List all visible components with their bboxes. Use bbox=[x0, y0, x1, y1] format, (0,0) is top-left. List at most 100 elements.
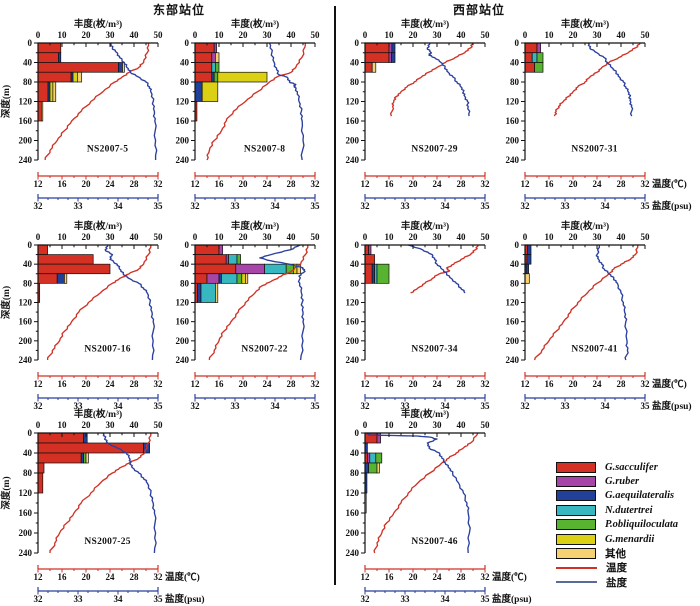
svg-text:28: 28 bbox=[130, 572, 140, 582]
svg-text:160: 160 bbox=[19, 508, 33, 518]
svg-text:10: 10 bbox=[58, 420, 68, 430]
svg-text:20: 20 bbox=[82, 379, 92, 389]
svg-text:240: 240 bbox=[346, 355, 360, 365]
bar-segment bbox=[531, 52, 538, 63]
svg-text:0: 0 bbox=[36, 420, 41, 430]
temperature-curve bbox=[533, 244, 639, 361]
svg-text:34: 34 bbox=[441, 401, 451, 411]
svg-text:34: 34 bbox=[114, 401, 124, 411]
bar-segment bbox=[83, 432, 88, 444]
bar-segment bbox=[52, 81, 57, 102]
svg-text:30: 30 bbox=[106, 420, 116, 430]
svg-text:200: 200 bbox=[346, 136, 360, 146]
svg-text:120: 120 bbox=[506, 97, 520, 107]
svg-text:120: 120 bbox=[346, 97, 360, 107]
svg-text:深度(m): 深度(m) bbox=[0, 286, 12, 319]
bar-segment bbox=[376, 432, 381, 444]
bar-segment bbox=[371, 62, 377, 73]
svg-text:24: 24 bbox=[593, 379, 603, 389]
svg-text:10: 10 bbox=[58, 232, 68, 242]
salinity-curve bbox=[259, 244, 306, 361]
abundance-bars bbox=[364, 42, 396, 73]
svg-text:12: 12 bbox=[521, 379, 531, 389]
svg-text:0: 0 bbox=[515, 240, 520, 250]
bar-segment bbox=[215, 52, 220, 63]
salinity-axis: 32 33 34 35 bbox=[361, 194, 491, 211]
bar-segment bbox=[194, 254, 227, 265]
svg-text:40: 40 bbox=[23, 259, 33, 269]
bar-segment bbox=[217, 71, 268, 83]
svg-text:28: 28 bbox=[617, 379, 627, 389]
bar-segment bbox=[41, 101, 44, 122]
depth-axis: 0 40 80 120 160 200 240 深度(m) bbox=[0, 240, 39, 365]
svg-text:28: 28 bbox=[457, 179, 467, 189]
svg-text:33: 33 bbox=[401, 401, 411, 411]
svg-text:200: 200 bbox=[346, 336, 360, 346]
legend-label: N.dutertrei bbox=[605, 504, 653, 516]
bar-segment bbox=[236, 254, 241, 265]
sal-axis-label: 盐度(psu) bbox=[652, 200, 692, 212]
bar-segment bbox=[194, 62, 213, 73]
svg-text:80: 80 bbox=[23, 278, 33, 288]
svg-text:32: 32 bbox=[311, 379, 321, 389]
legend: G.sacculifer G.ruber G.aequilateralis N.dut… bbox=[556, 460, 678, 590]
svg-text:40: 40 bbox=[510, 58, 520, 68]
svg-text:32: 32 bbox=[361, 401, 371, 411]
temperature-curve bbox=[410, 245, 479, 294]
panel-NS2007-41: 0 10 20 30 40 50 丰度(枚/m³) 0 40 80 120 160 200 240 NS20… bbox=[506, 220, 692, 412]
svg-text:120: 120 bbox=[176, 298, 190, 308]
bar-segment bbox=[72, 71, 78, 83]
svg-text:80: 80 bbox=[180, 77, 190, 87]
salinity-curve bbox=[595, 244, 629, 361]
svg-text:240: 240 bbox=[19, 355, 33, 365]
bar-segment bbox=[524, 52, 533, 63]
bar-segment bbox=[37, 472, 44, 494]
abundance-bars bbox=[37, 42, 125, 122]
bar-segment bbox=[236, 273, 243, 284]
svg-text:35: 35 bbox=[481, 201, 491, 211]
bar-segment bbox=[37, 273, 58, 284]
temp-axis-label: 温度(℃) bbox=[652, 178, 687, 190]
salinity-axis: 32 33 34 35 盐度(psu) bbox=[361, 587, 532, 605]
svg-text:240: 240 bbox=[19, 155, 33, 165]
svg-text:28: 28 bbox=[130, 179, 140, 189]
bar-segment bbox=[534, 62, 544, 73]
svg-text:0: 0 bbox=[193, 232, 198, 242]
bar-segment bbox=[536, 52, 544, 63]
svg-text:12: 12 bbox=[361, 379, 371, 389]
svg-text:30: 30 bbox=[433, 30, 443, 40]
bar-segment bbox=[200, 282, 216, 303]
temperature-axis: 12 16 20 24 28 32 温度(℃) bbox=[521, 372, 687, 390]
svg-text:28: 28 bbox=[130, 379, 140, 389]
bar-segment bbox=[211, 62, 216, 73]
svg-text:50: 50 bbox=[154, 232, 164, 242]
depth-axis: 0 40 80 120 160 200 240 bbox=[506, 38, 526, 165]
svg-text:50: 50 bbox=[311, 30, 321, 40]
svg-text:12: 12 bbox=[521, 179, 531, 189]
temperature-axis: 12 16 20 24 28 32 bbox=[34, 172, 164, 189]
panel-NS2007-31: 0 10 20 30 40 50 丰度(枚/m³) 0 40 80 120 160 200 240 NS20… bbox=[506, 18, 692, 212]
svg-text:120: 120 bbox=[19, 97, 33, 107]
salinity-curve bbox=[102, 432, 157, 554]
svg-text:16: 16 bbox=[545, 379, 555, 389]
svg-text:32: 32 bbox=[154, 179, 164, 189]
bar-segment bbox=[524, 62, 535, 73]
svg-text:丰度(枚/m³): 丰度(枚/m³) bbox=[401, 220, 449, 232]
svg-text:0: 0 bbox=[28, 38, 33, 48]
svg-text:200: 200 bbox=[19, 528, 33, 538]
svg-text:20: 20 bbox=[569, 232, 579, 242]
legend-color-swatch bbox=[556, 461, 596, 473]
svg-text:20: 20 bbox=[409, 179, 419, 189]
svg-text:深度(m): 深度(m) bbox=[0, 85, 12, 118]
svg-text:35: 35 bbox=[311, 201, 321, 211]
temperature-curve bbox=[46, 245, 152, 361]
svg-text:20: 20 bbox=[82, 232, 92, 242]
svg-text:丰度(枚/m³): 丰度(枚/m³) bbox=[561, 220, 609, 232]
svg-text:32: 32 bbox=[311, 179, 321, 189]
svg-text:160: 160 bbox=[176, 116, 190, 126]
svg-text:40: 40 bbox=[510, 259, 520, 269]
svg-text:30: 30 bbox=[593, 30, 603, 40]
bar-segment bbox=[525, 263, 529, 275]
bar-segment bbox=[364, 263, 373, 284]
svg-text:35: 35 bbox=[641, 201, 651, 211]
